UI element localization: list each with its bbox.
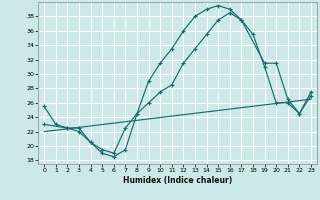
- X-axis label: Humidex (Indice chaleur): Humidex (Indice chaleur): [123, 176, 232, 185]
